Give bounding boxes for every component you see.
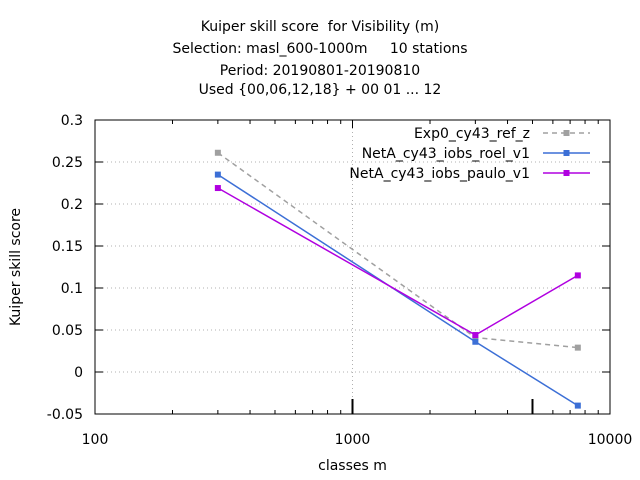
legend-label-1: Exp0_cy43_ref_z [414, 126, 530, 142]
series-1-point [214, 149, 221, 156]
y-axis-label: Kuiper skill score [8, 208, 24, 326]
y-tick-label: -0.05 [47, 407, 83, 423]
series-line-1 [217, 152, 578, 349]
y-tick-label: 0 [74, 365, 83, 381]
chart-title-line-3: Period: 20190801-20190810 [219, 63, 421, 79]
legend-label-3: NetA_cy43_iobs_paulo_v1 [349, 166, 530, 182]
tick-layer: -0.05 0 0.05 0.1 0.15 0.2 0.25 0.3 100 1000 10000 [47, 113, 633, 448]
y-tick-label: 0.1 [61, 281, 83, 297]
x-tick-label: 1000 [335, 432, 371, 448]
y-tick-label: 0.3 [61, 113, 83, 129]
y-tick-label: 0.2 [61, 197, 83, 213]
series-3-point [472, 332, 479, 339]
series-2-point [574, 402, 581, 409]
x-axis-label: classes m [318, 458, 387, 474]
y-tick-label: 0.25 [52, 155, 83, 171]
chart-title-line-1: Kuiper skill score for Visibility (m) [200, 19, 440, 35]
y-tick-label: 0.05 [52, 323, 83, 339]
series-2-point [214, 171, 221, 178]
plot-frame [94, 119, 611, 415]
series-layer [214, 149, 581, 409]
legend-marker-3 [563, 170, 570, 176]
chart-title-line-4: Used {00,06,12,18} + 00 01 ... 12 [198, 82, 442, 98]
legend: Exp0_cy43_ref_z NetA_cy43_iobs_roel_v1 Net… [349, 126, 590, 182]
grid-layer [95, 120, 610, 414]
series-1-point [574, 344, 581, 351]
series-3-point [214, 185, 221, 192]
legend-marker-2 [563, 150, 570, 156]
y-tick-label: 0.15 [52, 239, 83, 255]
series-3-point [574, 272, 581, 279]
chart-title-line-2: Selection: masl_600-1000m 10 stations [172, 41, 468, 57]
legend-marker-1 [563, 130, 570, 136]
x-tick-label: 100 [82, 432, 109, 448]
series-2-point [472, 338, 479, 345]
legend-label-2: NetA_cy43_iobs_roel_v1 [362, 146, 530, 162]
x-tick-label: 10000 [588, 432, 633, 448]
